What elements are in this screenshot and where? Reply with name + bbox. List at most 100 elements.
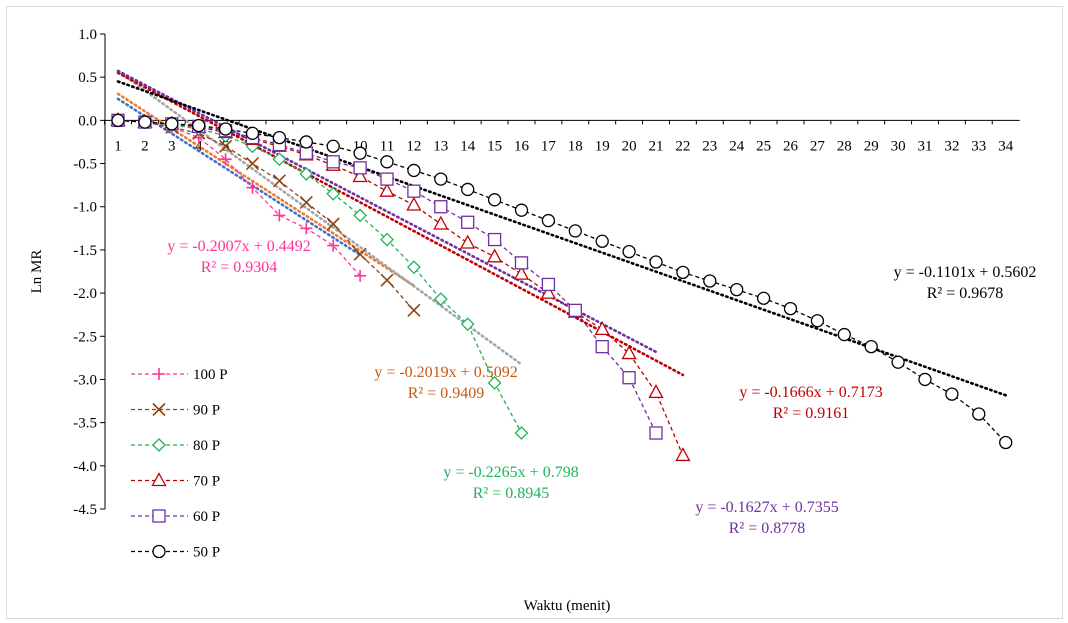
data-point xyxy=(151,472,167,487)
x-tick-label: 25 xyxy=(756,138,771,154)
x-tick-label: 31 xyxy=(918,138,933,154)
data-point xyxy=(487,193,502,207)
y-tick-label: -4.5 xyxy=(73,502,97,518)
y-tick-label: -2.0 xyxy=(73,286,97,302)
data-point xyxy=(406,260,421,275)
trend-r-squared: R² = 0.9409 xyxy=(408,385,485,402)
trend-r-squared: R² = 0.9161 xyxy=(773,405,850,422)
data-point xyxy=(327,239,340,252)
data-point xyxy=(514,256,529,270)
x-tick-label: 24 xyxy=(729,138,745,154)
trendline-3 xyxy=(116,71,685,377)
data-point xyxy=(675,447,691,462)
data-point xyxy=(153,368,165,380)
x-tick-label: 16 xyxy=(514,138,530,154)
data-point xyxy=(353,161,367,175)
legend-item: 90 P xyxy=(131,403,220,419)
y-tick-label: 0.0 xyxy=(78,113,97,129)
x-tick-label: 19 xyxy=(595,138,610,154)
data-point xyxy=(433,215,449,230)
x-axis-title: Waktu (menit) xyxy=(524,598,611,614)
x-tick-label: 12 xyxy=(406,138,421,154)
series-5 xyxy=(111,113,1013,450)
x-tick-label: 29 xyxy=(864,138,879,154)
trend-r-squared: R² = 0.9304 xyxy=(201,259,278,276)
data-point xyxy=(864,339,878,354)
data-point xyxy=(219,139,233,153)
data-point xyxy=(460,317,475,332)
data-point xyxy=(514,203,529,217)
data-point xyxy=(487,375,502,390)
data-point xyxy=(594,320,610,336)
data-point xyxy=(219,153,232,166)
x-tick-label: 17 xyxy=(541,138,557,154)
x-tick-label: 26 xyxy=(783,138,799,154)
x-tick-label: 13 xyxy=(433,138,448,154)
data-point xyxy=(676,265,690,280)
x-tick-label: 14 xyxy=(460,138,476,154)
series-line xyxy=(117,119,361,277)
data-point xyxy=(246,181,259,194)
legend-item: 100 P xyxy=(131,367,228,383)
data-point xyxy=(380,232,394,247)
legend-label: 70 P xyxy=(193,474,220,490)
data-point xyxy=(541,277,556,292)
data-point xyxy=(165,117,179,131)
x-tick-label: 32 xyxy=(944,138,959,154)
data-point xyxy=(380,172,394,186)
y-tick-label: -3.5 xyxy=(73,416,97,432)
data-point xyxy=(649,426,663,440)
data-point xyxy=(783,301,798,316)
data-point xyxy=(433,292,448,307)
data-point xyxy=(326,155,340,169)
data-point xyxy=(272,152,287,167)
series-0 xyxy=(112,114,367,282)
data-point xyxy=(730,282,744,297)
trend-equation: y = -0.2019x + 0.5092 xyxy=(374,364,517,381)
data-point xyxy=(299,146,313,160)
trendline-0 xyxy=(116,97,362,257)
data-point xyxy=(245,156,260,171)
legend-label: 80 P xyxy=(193,438,220,454)
data-point xyxy=(487,232,502,247)
chart-frame: 1.0 0.5 0.0 -0.5 -1.0 -1.5 -2.0 -2.5 -3.0 -3.5 -4.… xyxy=(6,6,1063,619)
trendline-5 xyxy=(116,80,1008,397)
data-point xyxy=(379,182,395,197)
data-point xyxy=(111,113,125,128)
data-point xyxy=(648,384,664,399)
data-point xyxy=(299,135,313,149)
data-point xyxy=(703,274,717,288)
legend-item: 50 P xyxy=(131,545,220,561)
data-point xyxy=(945,387,959,401)
trend-equation: y = -0.1627x + 0.7355 xyxy=(695,499,838,516)
data-point xyxy=(461,182,475,197)
trend-r-squared: R² = 0.8945 xyxy=(473,485,550,502)
x-tick-label: 1 xyxy=(114,138,122,154)
data-point xyxy=(568,303,582,318)
trend-r-squared: R² = 0.9678 xyxy=(927,285,1004,302)
y-tick-label: 0.5 xyxy=(78,70,97,86)
data-point xyxy=(300,222,313,235)
legend-label: 100 P xyxy=(193,367,228,383)
data-point xyxy=(513,265,530,280)
data-point xyxy=(621,345,637,360)
data-point xyxy=(380,273,394,287)
data-point xyxy=(152,544,166,559)
data-point xyxy=(380,155,394,169)
series-1 xyxy=(111,113,421,317)
x-tick-label: 30 xyxy=(891,138,906,154)
y-axis: 1.0 0.5 0.0 -0.5 -1.0 -1.5 -2.0 -2.5 -3.0 -3.5 -4.… xyxy=(73,27,106,518)
annotations: y = -0.2007x + 0.4492 R² = 0.9304 y = -0.2… xyxy=(167,238,1036,537)
data-point xyxy=(487,248,503,263)
data-point xyxy=(138,115,152,129)
data-point xyxy=(272,130,287,145)
data-point xyxy=(192,118,206,133)
x-tick-label: 2 xyxy=(141,138,149,154)
y-tick-label: -0.5 xyxy=(73,157,97,173)
data-point xyxy=(152,438,166,452)
legend-item: 80 P xyxy=(131,438,220,454)
data-point xyxy=(595,339,609,354)
chart: 1.0 0.5 0.0 -0.5 -1.0 -1.5 -2.0 -2.5 -3.0 -3.5 -4.… xyxy=(29,27,1036,614)
data-point xyxy=(272,174,286,188)
data-point xyxy=(353,247,367,261)
